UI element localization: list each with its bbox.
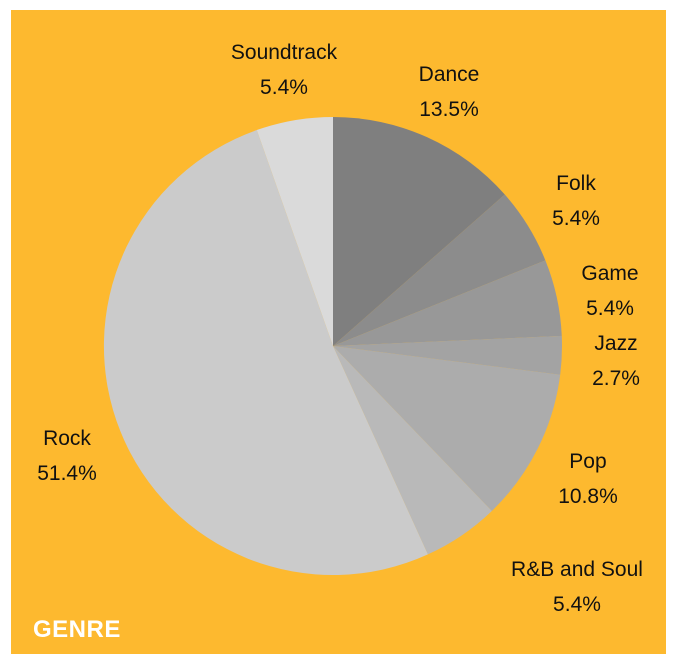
- pie-slice-soundtrack: [256, 117, 333, 346]
- slice-label-name: Rock: [43, 427, 91, 450]
- slice-label-value: 5.4%: [586, 297, 634, 320]
- chart-panel: Dance 13.5% Folk 5.4% Game 5.4% Jazz 2.7% Pop 10.…: [11, 10, 666, 654]
- slice-label-value: 5.4%: [552, 207, 600, 230]
- slice-label: Game 5.4%: [581, 256, 638, 326]
- slice-label-name: Folk: [556, 172, 596, 195]
- pie-slices: [103, 117, 562, 576]
- slice-label-name: Dance: [418, 63, 480, 86]
- slice-label-name: Soundtrack: [230, 41, 338, 64]
- slice-label: Jazz 2.7%: [592, 326, 640, 396]
- slice-label-value: 2.7%: [592, 367, 640, 390]
- slice-label-value: 5.4%: [260, 76, 308, 99]
- pie-slice-rock: [103, 130, 428, 576]
- slice-label: R&B and Soul 5.4%: [511, 552, 643, 622]
- slice-label-name: Game: [581, 262, 639, 285]
- pie-slice-dance: [333, 117, 505, 346]
- chart-title: GENRE: [33, 616, 121, 643]
- slice-label-name: R&B and Soul: [511, 558, 643, 581]
- pie-slice-r-b-and-soul: [333, 346, 492, 555]
- pie-chart: [11, 10, 666, 654]
- slice-label-value: 51.4%: [37, 462, 97, 485]
- slice-label-name: Jazz: [594, 332, 638, 355]
- pie-slice-jazz: [333, 335, 562, 375]
- slice-label: Pop 10.8%: [558, 444, 618, 514]
- slice-label-value: 10.8%: [558, 485, 618, 508]
- slice-label: Dance 13.5%: [419, 57, 480, 127]
- pie-slice-folk: [333, 194, 546, 346]
- slice-label-value: 5.4%: [553, 593, 601, 616]
- slice-label-value: 13.5%: [419, 98, 479, 121]
- slice-label: Folk 5.4%: [552, 166, 600, 236]
- pie-slice-game: [333, 260, 562, 346]
- slice-label: Rock 51.4%: [37, 421, 97, 491]
- slice-label: Soundtrack 5.4%: [231, 35, 337, 105]
- pie-slice-pop: [333, 346, 561, 511]
- slice-label-name: Pop: [569, 450, 607, 473]
